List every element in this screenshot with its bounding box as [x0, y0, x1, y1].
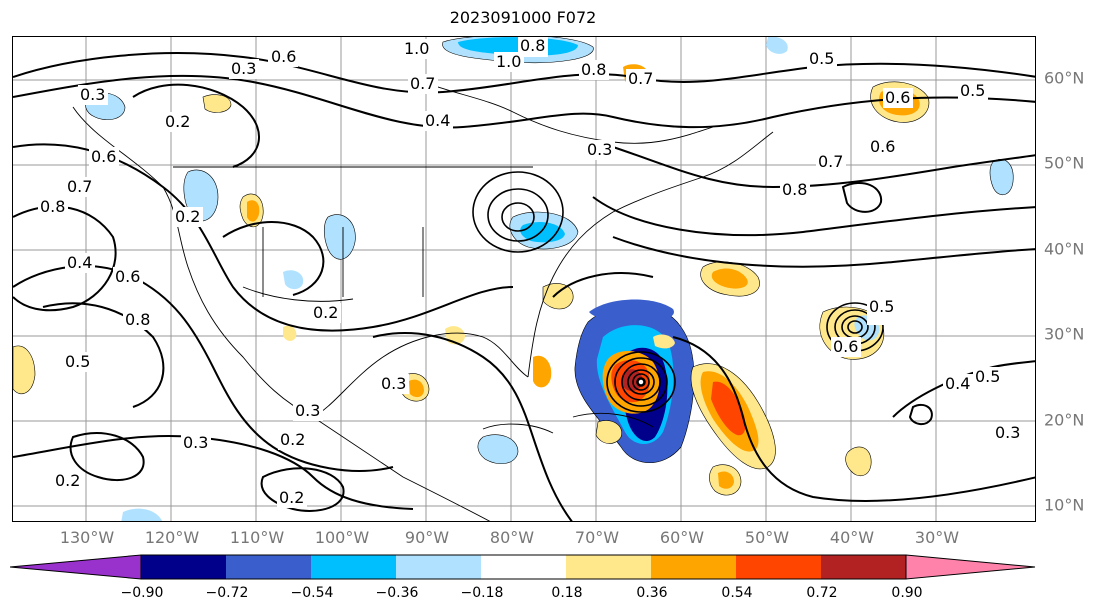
contour-label: 0.4 — [67, 253, 92, 272]
contour-label: 0.7 — [818, 152, 843, 171]
lon-label-100w: 100°W — [314, 528, 370, 547]
contour-label: 0.8 — [581, 60, 606, 79]
colorbar-arrow-high — [905, 554, 1036, 580]
contour-label: 0.8 — [520, 37, 545, 55]
lon-label-50w: 50°W — [744, 528, 790, 547]
map-title: 2023091000 F072 — [449, 8, 597, 27]
contour-label: 0.7 — [410, 74, 435, 93]
contour-label: 0.2 — [279, 488, 304, 507]
lon-label-40w: 40°W — [829, 528, 875, 547]
lon-label-130w: 130°W — [59, 528, 115, 547]
contour-label: 0.3 — [587, 140, 612, 159]
contour-label: 0.2 — [165, 112, 190, 131]
colorbar-tick: −0.18 — [460, 585, 504, 601]
contour-label: 0.3 — [231, 59, 256, 78]
contour-label: 1.0 — [496, 52, 521, 71]
contour-label: 0.3 — [381, 374, 406, 393]
colorbar-arrow-low — [10, 554, 142, 580]
lon-label-120w: 120°W — [144, 528, 200, 547]
colorbar-tick: −0.90 — [120, 585, 164, 601]
map-panel: 1.0 0.8 1.0 0.6 0.3 0.7 0.8 0.7 0.5 0.6 … — [12, 36, 1036, 522]
contour-label: 0.3 — [80, 85, 105, 104]
lon-label-60w: 60°W — [659, 528, 705, 547]
contour-label: 0.6 — [115, 267, 140, 286]
colorbar-tick: 0.18 — [551, 585, 583, 601]
contour-label: 0.3 — [995, 423, 1020, 442]
contour-label: 0.8 — [782, 180, 807, 199]
lon-label-80w: 80°W — [489, 528, 535, 547]
contour-label: 0.8 — [40, 197, 65, 216]
contour-label: 0.6 — [271, 47, 296, 66]
colorbar-segment — [481, 555, 566, 579]
map-canvas: 1.0 0.8 1.0 0.6 0.3 0.7 0.8 0.7 0.5 0.6 … — [13, 37, 1035, 521]
colorbar-tick: 0.36 — [636, 585, 668, 601]
lon-label-90w: 90°W — [404, 528, 450, 547]
shading-fields — [13, 37, 1014, 521]
colorbar-segment — [141, 555, 226, 579]
contour-label: 1.0 — [404, 39, 429, 58]
contour-label: 0.5 — [960, 81, 985, 100]
lon-label-110w: 110°W — [229, 528, 285, 547]
contour-label: 0.5 — [65, 352, 90, 371]
contour-label: 0.2 — [313, 303, 338, 322]
contour-label: 0.2 — [175, 207, 200, 226]
lat-label-10n: 10°N — [1044, 495, 1085, 515]
lat-label-60n: 60°N — [1044, 68, 1085, 88]
colorbar-tick: 0.54 — [721, 585, 753, 601]
lon-label-30w: 30°W — [914, 528, 960, 547]
lat-label-30n: 30°N — [1044, 324, 1085, 344]
lat-label-20n: 20°N — [1044, 410, 1085, 430]
colorbar — [10, 554, 1036, 580]
storm-center-marker — [637, 378, 645, 386]
contour-label: 0.2 — [55, 471, 80, 490]
colorbar-tick: −0.36 — [375, 585, 419, 601]
contour-label: 0.6 — [870, 137, 895, 156]
colorbar-tick: 0.90 — [891, 585, 923, 601]
colorbar-segment — [226, 555, 311, 579]
colorbar-segment — [396, 555, 481, 579]
contour-labels: 1.0 0.8 1.0 0.6 0.3 0.7 0.8 0.7 0.5 0.6 … — [38, 37, 1023, 508]
colorbar-segment — [736, 555, 821, 579]
contour-label: 0.3 — [183, 433, 208, 452]
contour-label: 0.2 — [280, 430, 305, 449]
colorbar-tick: −0.72 — [205, 585, 249, 601]
contour-label: 0.7 — [67, 177, 92, 196]
contour-label: 0.3 — [295, 401, 320, 420]
lat-label-50n: 50°N — [1044, 153, 1085, 173]
coastlines — [72, 76, 774, 521]
lon-label-70w: 70°W — [574, 528, 620, 547]
contour-label: 0.8 — [125, 310, 150, 329]
colorbar-tick: −0.54 — [290, 585, 334, 601]
contour-label: 0.4 — [945, 374, 970, 393]
colorbar-segment — [651, 555, 736, 579]
contour-label: 0.5 — [809, 49, 834, 68]
contour-label: 0.4 — [425, 111, 450, 130]
colorbar-segment — [566, 555, 651, 579]
contour-label: 0.5 — [975, 367, 1000, 386]
contour-label: 0.6 — [91, 147, 116, 166]
contour-label: 0.7 — [628, 69, 653, 88]
colorbar-segment — [821, 555, 906, 579]
contour-label: 0.6 — [885, 88, 910, 107]
colorbar-segment — [311, 555, 396, 579]
colorbar-tick: 0.72 — [806, 585, 838, 601]
contour-label: 0.6 — [833, 337, 858, 356]
contour-label: 0.5 — [869, 297, 894, 316]
lat-label-40n: 40°N — [1044, 239, 1085, 259]
